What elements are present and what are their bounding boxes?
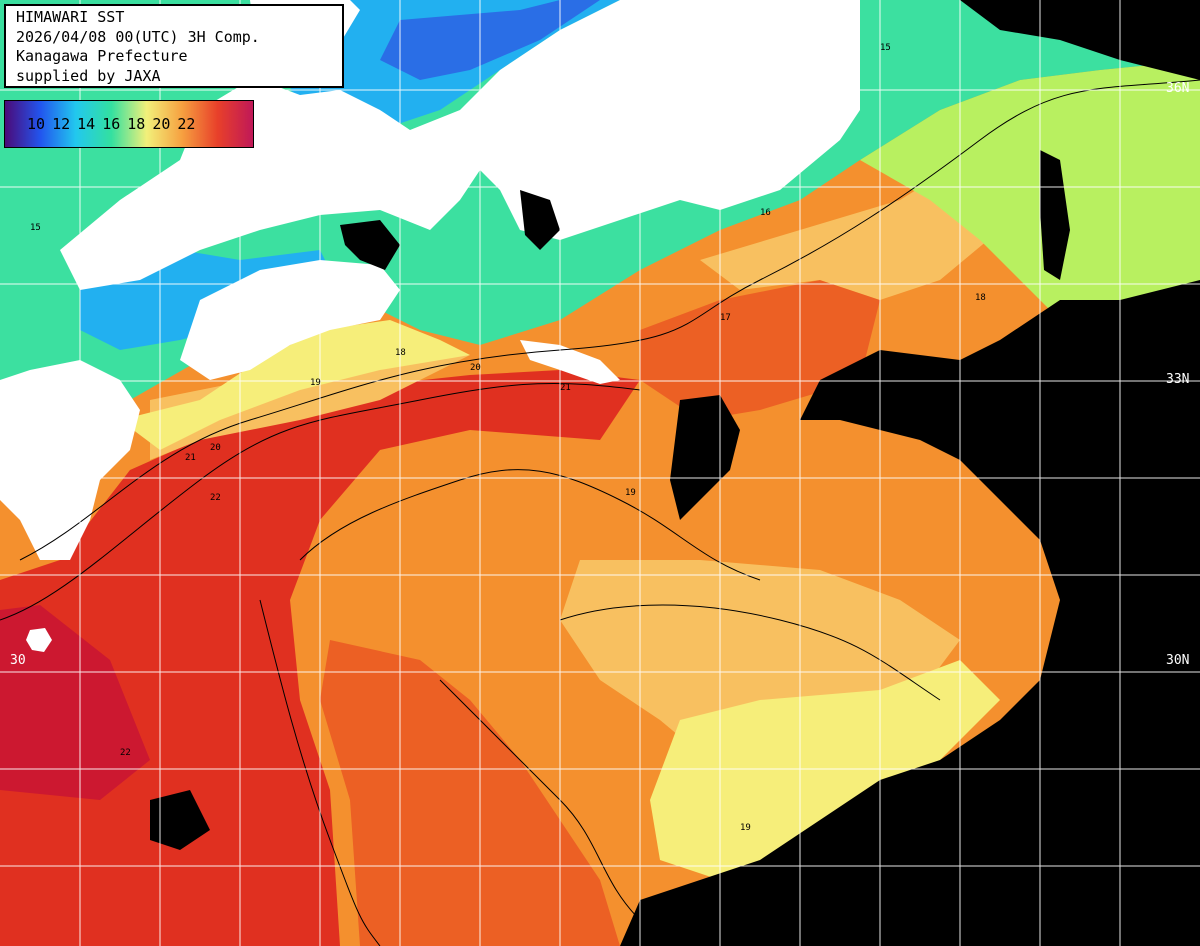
contour-label: 19 (740, 823, 751, 833)
title-line-datetime: 2026/04/08 00(UTC) 3H Comp. (16, 27, 260, 46)
cloud-mask-band (1040, 150, 1070, 280)
contour-line (559, 604, 941, 701)
sst-zone-17 (860, 60, 1200, 340)
contour-labels: 15 15 16 17 18 18 19 19 19 20 20 21 21 2… (30, 43, 986, 833)
contour-label: 17 (720, 313, 731, 323)
land-small-island (26, 628, 52, 652)
colorbar-tick: 18 (127, 115, 146, 133)
sst-zone-18 (650, 660, 1000, 880)
contour-line (299, 469, 761, 581)
cloud-mask-shikoku-north (340, 220, 400, 270)
colorbar-tick: 22 (177, 115, 196, 133)
contour-line (0, 382, 641, 621)
colorbar-tick: 12 (52, 115, 71, 133)
contour-label: 18 (975, 293, 986, 303)
contour-label: 15 (880, 43, 891, 53)
contour-label: 21 (560, 383, 571, 393)
contour-label: 22 (210, 493, 221, 503)
cloud-mask-inland (520, 190, 560, 250)
contour-label: 20 (470, 363, 481, 373)
colorbar-tick: 16 (102, 115, 121, 133)
colorbar-tick: 20 (152, 115, 171, 133)
cloud-mask-east (620, 280, 1200, 946)
sst-zone-13 (380, 0, 600, 80)
sst-zone-21 (320, 640, 620, 946)
sst-colorbar: 10 12 14 16 18 20 22 (4, 100, 254, 148)
colorbar-tick: 14 (77, 115, 96, 133)
cloud-mask-center (670, 395, 740, 520)
contour-label: 19 (310, 378, 321, 388)
land-kyushu (0, 360, 140, 560)
lat-label-36n: 36N (1166, 81, 1190, 96)
lat-label-30n-right: 30N (1166, 653, 1190, 668)
contour-label: 19 (625, 488, 636, 498)
land-shikoku (180, 260, 400, 380)
sst-zone-23 (0, 605, 150, 800)
lat-label-33n: 33N (1166, 372, 1190, 387)
title-line-satellite: HIMAWARI SST (16, 8, 125, 26)
colorbar-ticks: 10 12 14 16 18 20 22 (27, 115, 195, 133)
contour-line (19, 79, 1200, 561)
title-line-prefecture: Kanagawa Prefecture (16, 47, 188, 65)
cloud-mask-north (960, 0, 1200, 80)
colorbar-tick: 10 (27, 115, 46, 133)
sst-zone-18-west (120, 320, 470, 450)
contour-label: 20 (210, 443, 221, 453)
contour-label: 22 (120, 748, 131, 758)
sst-contours (0, 79, 1200, 946)
contour-label: 18 (395, 348, 406, 358)
title-line-credit: supplied by JAXA (16, 66, 161, 85)
contour-line (259, 599, 381, 946)
contour-label: 15 (30, 223, 41, 233)
title-box: HIMAWARI SST 2026/04/08 00(UTC) 3H Comp.… (4, 4, 344, 88)
contour-label: 21 (185, 453, 196, 463)
cloud-mask-southwest (150, 790, 210, 850)
lat-label-30n-left: 30 (10, 653, 26, 668)
contour-label: 16 (760, 208, 771, 218)
